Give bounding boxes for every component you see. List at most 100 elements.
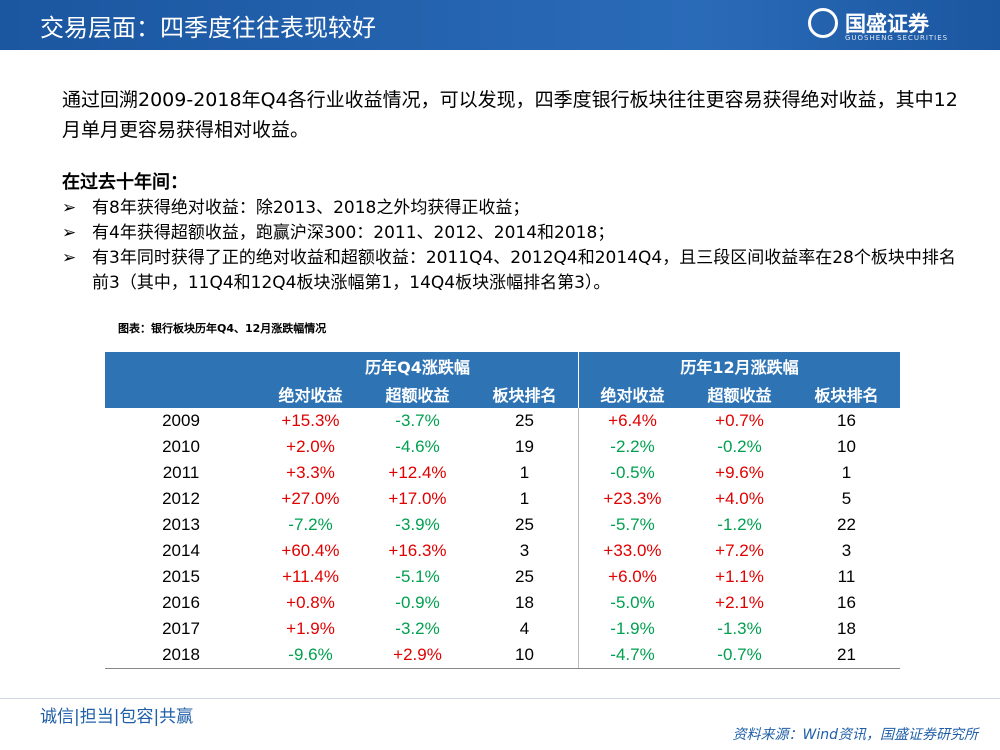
header-row: 历年Q4涨跌幅 历年12月涨跌幅 [105,352,900,380]
value-cell: +60.4% [281,541,340,560]
value-cell: -4.6% [395,437,440,456]
column-header: 绝对收益 [257,380,364,408]
value-cell: 5 [841,489,852,508]
section-title: 在过去十年间： [62,172,188,193]
value-cell: +3.3% [286,463,335,482]
year-cell: 2016 [162,593,200,612]
table-row: 2014 +60.4% +16.3% 3 +33.0% +7.2% 3 [105,538,900,564]
value-cell: -0.5% [610,463,655,482]
bullet: 有3年同时获得了正的绝对收益和超额收益：2011Q4、2012Q4和2014Q4… [62,246,967,296]
column-header: 板块排名 [793,380,900,408]
logo: 国盛证券 [845,12,929,36]
year-cell: 2014 [162,541,200,560]
value-cell: +7.2% [715,541,764,560]
value-cell: +1.1% [715,567,764,586]
value-cell: -3.9% [395,515,440,534]
value-cell: +11.4% [282,567,339,586]
value-cell: -3.7% [395,411,440,430]
value-cell: 16 [837,411,856,430]
intro: 通过回溯2009-2018年Q4各行业收益情况，可以发现，四季度银行板块往往更容… [62,89,958,141]
value-cell: 19 [471,434,579,460]
value-cell: +27.0% [281,489,340,508]
value-cell: +0.7% [715,411,764,430]
value-cell: +9.6% [715,463,764,482]
value-cell: +33.0% [603,541,662,560]
column-header: 绝对收益 [578,380,686,408]
title: 交易层面：四季度往往表现较好 [40,14,376,42]
value-cell: 18 [837,619,856,638]
value-cell: +17.0% [388,489,447,508]
column-header: 超额收益 [686,380,793,408]
year-cell: 2015 [162,567,200,586]
value-cell: +2.1% [715,593,764,612]
source: 资料来源：Wind资讯，国盛证券研究所 [732,727,979,743]
value-cell: -0.7% [686,642,793,669]
bullets: 有8年获得绝对收益：除2013、2018之外均获得正收益；有4年获得超额收益，跑… [62,196,967,296]
value-cell: -0.9% [395,593,440,612]
value-cell: -9.6% [257,642,364,669]
table-row: 2013 -7.2% -3.9% 25 -5.7% -1.2% 22 [105,512,900,538]
table: 历年Q4涨跌幅 历年12月涨跌幅 绝对收益 超额收益 板块排名 绝对收益 超额收益 板块排名 2… [105,352,900,669]
year-cell: 2018 [105,642,257,669]
value-cell: +1.9% [286,619,335,638]
divider [0,698,1000,699]
value-cell: -7.2% [288,515,333,534]
value-cell: -5.7% [610,515,655,534]
bullet: 有4年获得超额收益，跑赢沪深300：2011、2012、2014和2018； [62,221,967,246]
value-cell: +2.0% [286,437,335,456]
table-row: 2015 +11.4% -5.1% 25 +6.0% +1.1% 11 [105,564,900,590]
column-header: 超额收益 [364,380,471,408]
value-cell: 11 [837,567,856,586]
year-cell: 2010 [162,437,200,456]
bullet: 有8年获得绝对收益：除2013、2018之外均获得正收益； [62,196,967,221]
table-row: 2011 +3.3% +12.4% 1 -0.5% +9.6% 1 [105,460,900,486]
year-cell: 2009 [162,411,200,430]
header-cell [105,352,257,380]
group-header: 历年Q4涨跌幅 [257,352,579,380]
value-cell: 16 [837,593,856,612]
value-cell: +6.0% [608,567,657,586]
value-cell: +16.3% [388,541,447,560]
value-cell: 25 [471,408,579,434]
value-cell: -0.2% [717,437,762,456]
logo-icon [808,8,838,38]
value-cell: +2.9% [364,642,471,669]
value-cell: +15.3% [281,411,340,430]
header-row: 绝对收益 超额收益 板块排名 绝对收益 超额收益 板块排名 [105,380,900,408]
table-row: 2009 +15.3% -3.7% 25 +6.4% +0.7% 16 [105,408,900,434]
value-cell: 4 [471,616,579,642]
table-row: 2017 +1.9% -3.2% 4 -1.9% -1.3% 18 [105,616,900,642]
value-cell: +6.4% [608,411,657,430]
value-cell: 22 [837,515,856,534]
header-cell [105,380,257,408]
table-row: 2012 +27.0% +17.0% 1 +23.3% +4.0% 5 [105,486,900,512]
value-cell: 3 [471,538,579,564]
value-cell: +4.0% [715,489,764,508]
value-cell: +0.8% [286,593,335,612]
table-row: 2010 +2.0% -4.6% 19 -2.2% -0.2% 10 [105,434,900,460]
value-cell: -3.2% [395,619,440,638]
caption: 图表：银行板块历年Q4、12月涨跌幅情况 [118,322,327,335]
year-cell: 2017 [162,619,200,638]
value-cell: 25 [471,564,579,590]
column-header: 板块排名 [471,380,579,408]
year-cell: 2011 [162,463,200,482]
value-cell: -4.7% [578,642,686,669]
value-cell: -1.3% [717,619,762,638]
motto: 诚信|担当|包容|共赢 [40,707,194,727]
value-cell: 3 [841,541,852,560]
value-cell: -1.9% [610,619,655,638]
year-cell: 2013 [162,515,200,534]
value-cell: +12.4% [388,463,447,482]
value-cell: 1 [841,463,852,482]
value-cell: 25 [471,512,579,538]
year-cell: 2012 [162,489,200,508]
value-cell: +23.3% [603,489,662,508]
logo-sub: GUOSHENG SECURITIES [845,34,949,42]
value-cell: -1.2% [717,515,762,534]
value-cell: -5.0% [610,593,655,612]
value-cell: 10 [471,642,579,669]
table-row: 2016 +0.8% -0.9% 18 -5.0% +2.1% 16 [105,590,900,616]
value-cell: -5.1% [395,567,440,586]
